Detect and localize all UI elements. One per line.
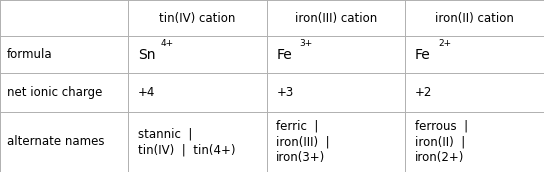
Text: net ionic charge: net ionic charge bbox=[7, 86, 102, 99]
Text: ferrous  |: ferrous | bbox=[415, 120, 468, 133]
Text: Sn: Sn bbox=[138, 48, 155, 62]
Text: +2: +2 bbox=[415, 86, 432, 99]
Text: iron(II) cation: iron(II) cation bbox=[435, 12, 514, 25]
Text: Fe: Fe bbox=[276, 48, 292, 62]
Text: iron(III)  |: iron(III) | bbox=[276, 135, 330, 148]
Text: iron(II)  |: iron(II) | bbox=[415, 135, 465, 148]
Text: alternate names: alternate names bbox=[7, 135, 104, 148]
Text: stannic  |: stannic | bbox=[138, 128, 192, 141]
Text: ferric  |: ferric | bbox=[276, 120, 319, 133]
Text: iron(3+): iron(3+) bbox=[276, 151, 326, 164]
Text: tin(IV) cation: tin(IV) cation bbox=[159, 12, 236, 25]
Text: 2+: 2+ bbox=[438, 39, 451, 48]
Text: +3: +3 bbox=[276, 86, 294, 99]
Text: +4: +4 bbox=[138, 86, 155, 99]
Text: tin(IV)  |  tin(4+): tin(IV) | tin(4+) bbox=[138, 143, 235, 156]
Text: iron(2+): iron(2+) bbox=[415, 151, 465, 164]
Text: 4+: 4+ bbox=[160, 39, 174, 48]
Text: iron(III) cation: iron(III) cation bbox=[295, 12, 377, 25]
Text: formula: formula bbox=[7, 48, 52, 61]
Text: 3+: 3+ bbox=[299, 39, 312, 48]
Text: Fe: Fe bbox=[415, 48, 431, 62]
